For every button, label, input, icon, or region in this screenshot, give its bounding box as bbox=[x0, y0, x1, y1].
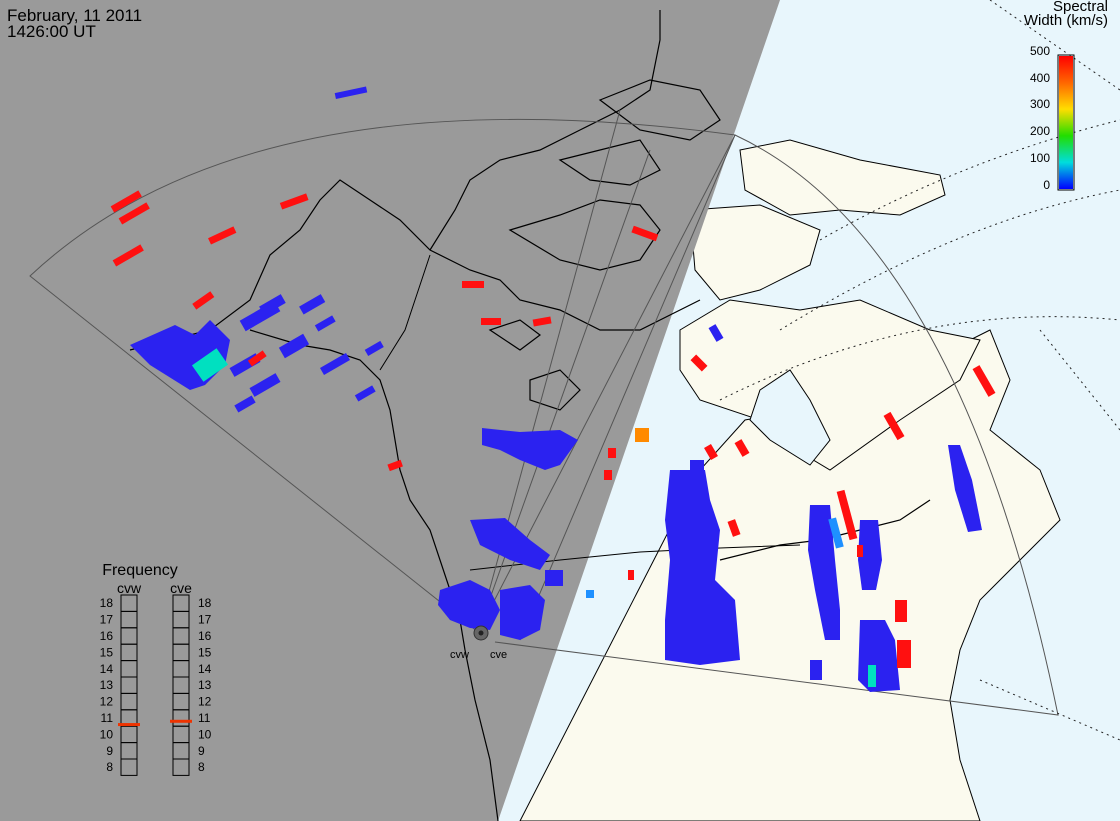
frequency-scale-left: 17 bbox=[100, 613, 114, 627]
frequency-scale-right: 17 bbox=[198, 613, 212, 627]
colorbar-tick-0: 0 bbox=[1043, 178, 1050, 192]
colorbar-tick-200: 200 bbox=[1030, 124, 1050, 138]
frequency-scale-right: 13 bbox=[198, 678, 212, 692]
colorbar-title: Spectral Width (km/s) bbox=[1024, 0, 1108, 28]
frequency-panel: Frequency cvw cve 18 18 17 17 16 16 15 15 14 14 13… bbox=[100, 562, 212, 776]
frequency-scale-right: 9 bbox=[198, 744, 205, 758]
site-label-cve: cve bbox=[490, 649, 507, 661]
site-label-cvw: cvw bbox=[450, 649, 469, 661]
frequency-marker-cvw bbox=[118, 723, 140, 727]
hudson-bay bbox=[749, 369, 831, 466]
frequency-scale-right: 12 bbox=[198, 695, 212, 709]
frequency-scale-right: 11 bbox=[198, 711, 211, 725]
colorbar-tick-400: 400 bbox=[1030, 71, 1050, 85]
colorbar-frame bbox=[1057, 54, 1075, 191]
colorbar-title-line2: Width (km/s) bbox=[1023, 12, 1108, 29]
frequency-scale-left: 13 bbox=[100, 678, 114, 692]
radar-site-dot bbox=[478, 630, 484, 636]
frequency-columns: 18 18 17 17 16 16 15 15 14 14 13 13 12 12 11 11 10 10 9 9 8 8 bbox=[100, 594, 212, 776]
map-title: February, 11 2011 1426:00 UT bbox=[7, 6, 143, 41]
frequency-scale-right: 14 bbox=[198, 662, 212, 676]
frequency-scale-left: 12 bbox=[100, 695, 114, 709]
colorbar-gradient bbox=[1059, 56, 1073, 189]
frequency-scale-left: 14 bbox=[100, 662, 114, 676]
frequency-scale-left: 15 bbox=[100, 645, 114, 659]
frequency-scale-left: 16 bbox=[100, 629, 114, 643]
frequency-scale-right: 10 bbox=[198, 727, 212, 741]
colorbar-tick-300: 300 bbox=[1030, 97, 1050, 111]
frequency-scale-right: 15 bbox=[198, 645, 212, 659]
colorbar-title-line1: Spectral bbox=[1052, 0, 1108, 15]
frequency-cell-cve bbox=[172, 758, 190, 776]
frequency-title: Frequency bbox=[102, 562, 178, 579]
colorbar: 500 400 300 200 100 0 bbox=[1030, 44, 1075, 192]
time-label: 1426:00 UT bbox=[7, 22, 96, 41]
frequency-scale-right: 18 bbox=[198, 596, 212, 610]
frequency-scale-right: 8 bbox=[198, 760, 205, 774]
frequency-label-cve: cve bbox=[170, 580, 192, 596]
frequency-marker-cve bbox=[170, 719, 192, 723]
frequency-scale-right: 16 bbox=[198, 629, 212, 643]
frequency-scale-left: 9 bbox=[106, 744, 113, 758]
frequency-scale-left: 11 bbox=[101, 711, 114, 725]
scatter-echoes bbox=[110, 86, 996, 692]
lat-grid bbox=[719, 0, 1120, 741]
coastlines-night bbox=[129, 10, 931, 821]
frequency-scale-left: 18 bbox=[100, 596, 114, 610]
frequency-scale-left: 8 bbox=[106, 760, 113, 774]
colorbar-tick-100: 100 bbox=[1030, 151, 1050, 165]
frequency-cell-cvw bbox=[120, 758, 138, 776]
frequency-label-cvw: cvw bbox=[117, 580, 142, 596]
colorbar-tick-500: 500 bbox=[1030, 44, 1050, 58]
date-label: February, 11 2011 bbox=[7, 6, 143, 25]
frequency-scale-left: 10 bbox=[100, 727, 114, 741]
